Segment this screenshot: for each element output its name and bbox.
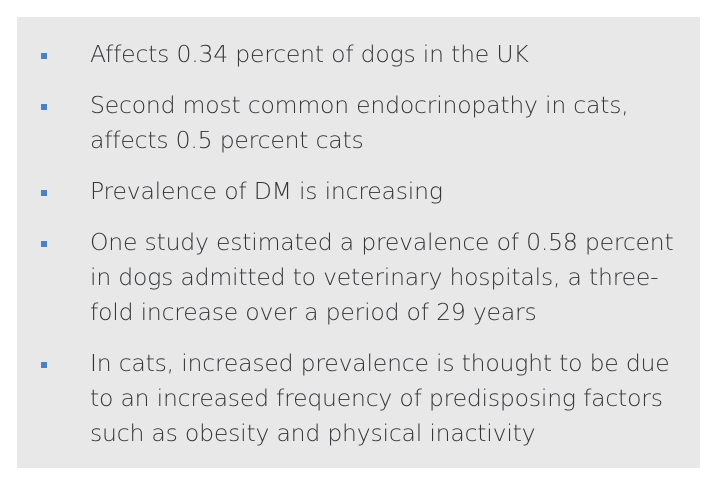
square-bullet-icon (41, 53, 47, 59)
list-item: In cats, increased prevalence is thought… (17, 346, 700, 451)
bullet-text: One study estimated a prevalence of 0.58… (90, 228, 674, 326)
square-bullet-icon (41, 362, 47, 368)
bullet-list: Affects 0.34 percent of dogs in the UK S… (17, 37, 700, 451)
square-bullet-icon (41, 241, 47, 247)
list-item: One study estimated a prevalence of 0.58… (17, 225, 700, 330)
square-bullet-icon (41, 190, 47, 196)
bullet-text: Affects 0.34 percent of dogs in the UK (90, 40, 529, 68)
bullet-text: In cats, increased prevalence is thought… (90, 349, 670, 447)
list-item: Affects 0.34 percent of dogs in the UK (17, 37, 700, 72)
bullet-text: Second most common endocrinopathy in cat… (90, 91, 629, 154)
square-bullet-icon (41, 104, 47, 110)
info-panel: Affects 0.34 percent of dogs in the UK S… (17, 17, 700, 468)
bullet-text: Prevalence of DM is increasing (90, 177, 443, 205)
list-item: Prevalence of DM is increasing (17, 174, 700, 209)
list-item: Second most common endocrinopathy in cat… (17, 88, 700, 158)
